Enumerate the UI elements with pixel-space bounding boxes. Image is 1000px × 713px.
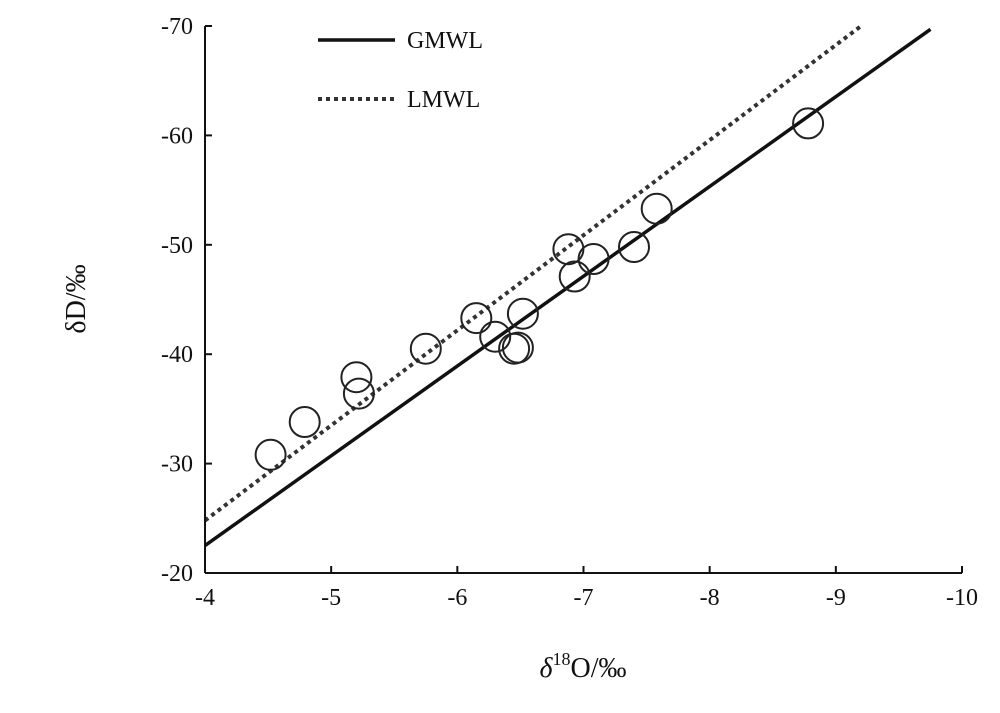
- data-point-3: [340, 361, 373, 394]
- ticks: -4 -5 -6 -7 -8 -9 -10 -20 -30 -40 -50 -60 -70: [161, 14, 978, 611]
- axes: [204, 26, 962, 574]
- legend-label-gmwl: GMWL: [407, 28, 483, 54]
- x-tick-label: -10: [946, 585, 978, 611]
- series-line-lmwl: [203, 24, 863, 523]
- data-point-12: [558, 260, 591, 293]
- y-axis-label: δD/‰: [61, 264, 92, 333]
- data-point-1: [254, 438, 287, 471]
- x-tick-label: -9: [826, 585, 846, 611]
- data-point-2: [288, 406, 321, 438]
- data-point-7: [479, 320, 512, 353]
- y-tick-label: -40: [161, 342, 193, 368]
- x-tick-label: -4: [195, 585, 215, 611]
- legend: GMWL LMWL: [318, 28, 483, 113]
- x-tick-label: -6: [447, 585, 467, 611]
- data-point-13: [577, 243, 610, 275]
- x-axis-label: δ18O/‰: [539, 649, 626, 684]
- series-line-gmwl: [203, 27, 932, 548]
- y-tick-label: -30: [161, 452, 193, 478]
- y-tick-label: -70: [161, 14, 193, 40]
- data-point-10: [506, 297, 539, 330]
- legend-label-lmwl: LMWL: [407, 87, 480, 113]
- data-point-14: [618, 231, 650, 263]
- data-point-5: [409, 332, 442, 365]
- data-point-6: [460, 302, 493, 335]
- data-point-16: [792, 107, 825, 140]
- y-tick-label: -60: [161, 123, 193, 149]
- mwl-lines: [203, 24, 932, 548]
- y-tick-label: -20: [161, 561, 193, 587]
- data-point-4: [342, 377, 375, 410]
- x-tick-label: -7: [574, 585, 594, 611]
- data-points: [254, 107, 825, 471]
- y-tick-label: -50: [161, 233, 193, 259]
- x-tick-label: -8: [700, 585, 720, 611]
- data-point-15: [640, 192, 673, 225]
- x-tick-label: -5: [321, 585, 341, 611]
- data-point-9: [501, 331, 534, 364]
